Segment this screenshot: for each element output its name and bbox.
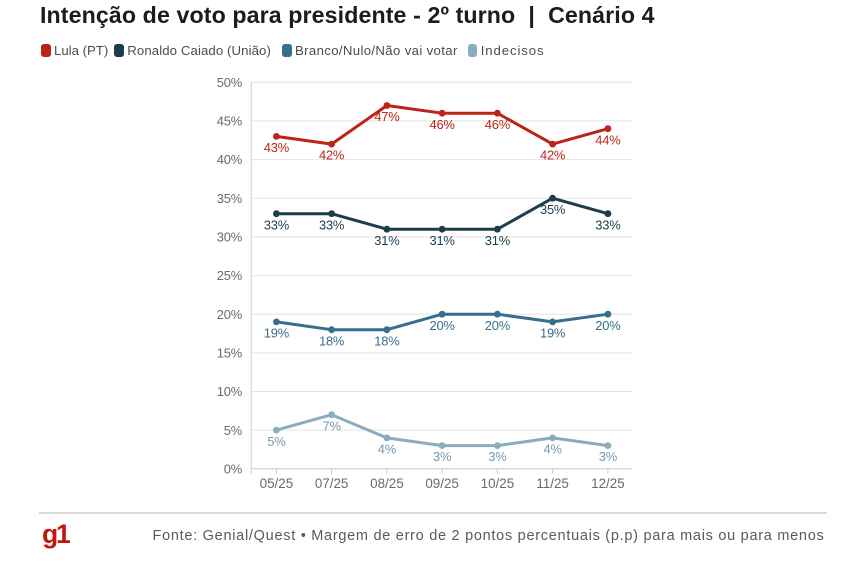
svg-text:50%: 50% bbox=[217, 75, 242, 90]
svg-text:20%: 20% bbox=[217, 307, 242, 322]
svg-text:08/25: 08/25 bbox=[370, 476, 404, 491]
svg-text:15%: 15% bbox=[217, 346, 242, 361]
svg-text:33%: 33% bbox=[319, 217, 344, 232]
svg-text:12/25: 12/25 bbox=[591, 476, 625, 491]
svg-text:4%: 4% bbox=[543, 442, 561, 457]
svg-text:20%: 20% bbox=[429, 318, 454, 333]
svg-text:35%: 35% bbox=[217, 191, 242, 206]
svg-text:5%: 5% bbox=[267, 434, 285, 449]
svg-text:46%: 46% bbox=[429, 117, 454, 132]
svg-text:3%: 3% bbox=[433, 449, 451, 464]
svg-text:09/25: 09/25 bbox=[425, 476, 459, 491]
svg-text:31%: 31% bbox=[485, 233, 510, 248]
svg-text:05/25: 05/25 bbox=[260, 476, 294, 491]
svg-text:31%: 31% bbox=[429, 233, 454, 248]
svg-text:20%: 20% bbox=[595, 318, 620, 333]
svg-text:46%: 46% bbox=[485, 117, 510, 132]
svg-text:35%: 35% bbox=[540, 202, 565, 217]
svg-text:42%: 42% bbox=[540, 148, 565, 163]
svg-text:47%: 47% bbox=[374, 109, 399, 124]
svg-text:19%: 19% bbox=[540, 326, 565, 341]
svg-text:7%: 7% bbox=[322, 418, 340, 433]
svg-text:3%: 3% bbox=[599, 449, 617, 464]
svg-text:30%: 30% bbox=[217, 230, 242, 245]
svg-text:40%: 40% bbox=[217, 152, 242, 167]
svg-text:44%: 44% bbox=[595, 132, 620, 147]
svg-text:10%: 10% bbox=[217, 384, 242, 399]
svg-text:45%: 45% bbox=[217, 114, 242, 129]
svg-text:33%: 33% bbox=[595, 217, 620, 232]
svg-text:07/25: 07/25 bbox=[315, 476, 349, 491]
svg-text:3%: 3% bbox=[488, 449, 506, 464]
svg-text:11/25: 11/25 bbox=[536, 476, 569, 491]
svg-text:18%: 18% bbox=[374, 333, 399, 348]
svg-text:25%: 25% bbox=[217, 268, 242, 283]
svg-text:20%: 20% bbox=[485, 318, 510, 333]
svg-text:18%: 18% bbox=[319, 333, 344, 348]
svg-text:0%: 0% bbox=[224, 461, 242, 476]
svg-text:33%: 33% bbox=[264, 217, 289, 232]
svg-text:4%: 4% bbox=[378, 442, 396, 457]
svg-text:43%: 43% bbox=[264, 140, 289, 155]
svg-text:31%: 31% bbox=[374, 233, 399, 248]
svg-text:19%: 19% bbox=[264, 326, 289, 341]
svg-text:42%: 42% bbox=[319, 148, 344, 163]
svg-text:5%: 5% bbox=[224, 423, 242, 438]
svg-text:10/25: 10/25 bbox=[481, 476, 515, 491]
